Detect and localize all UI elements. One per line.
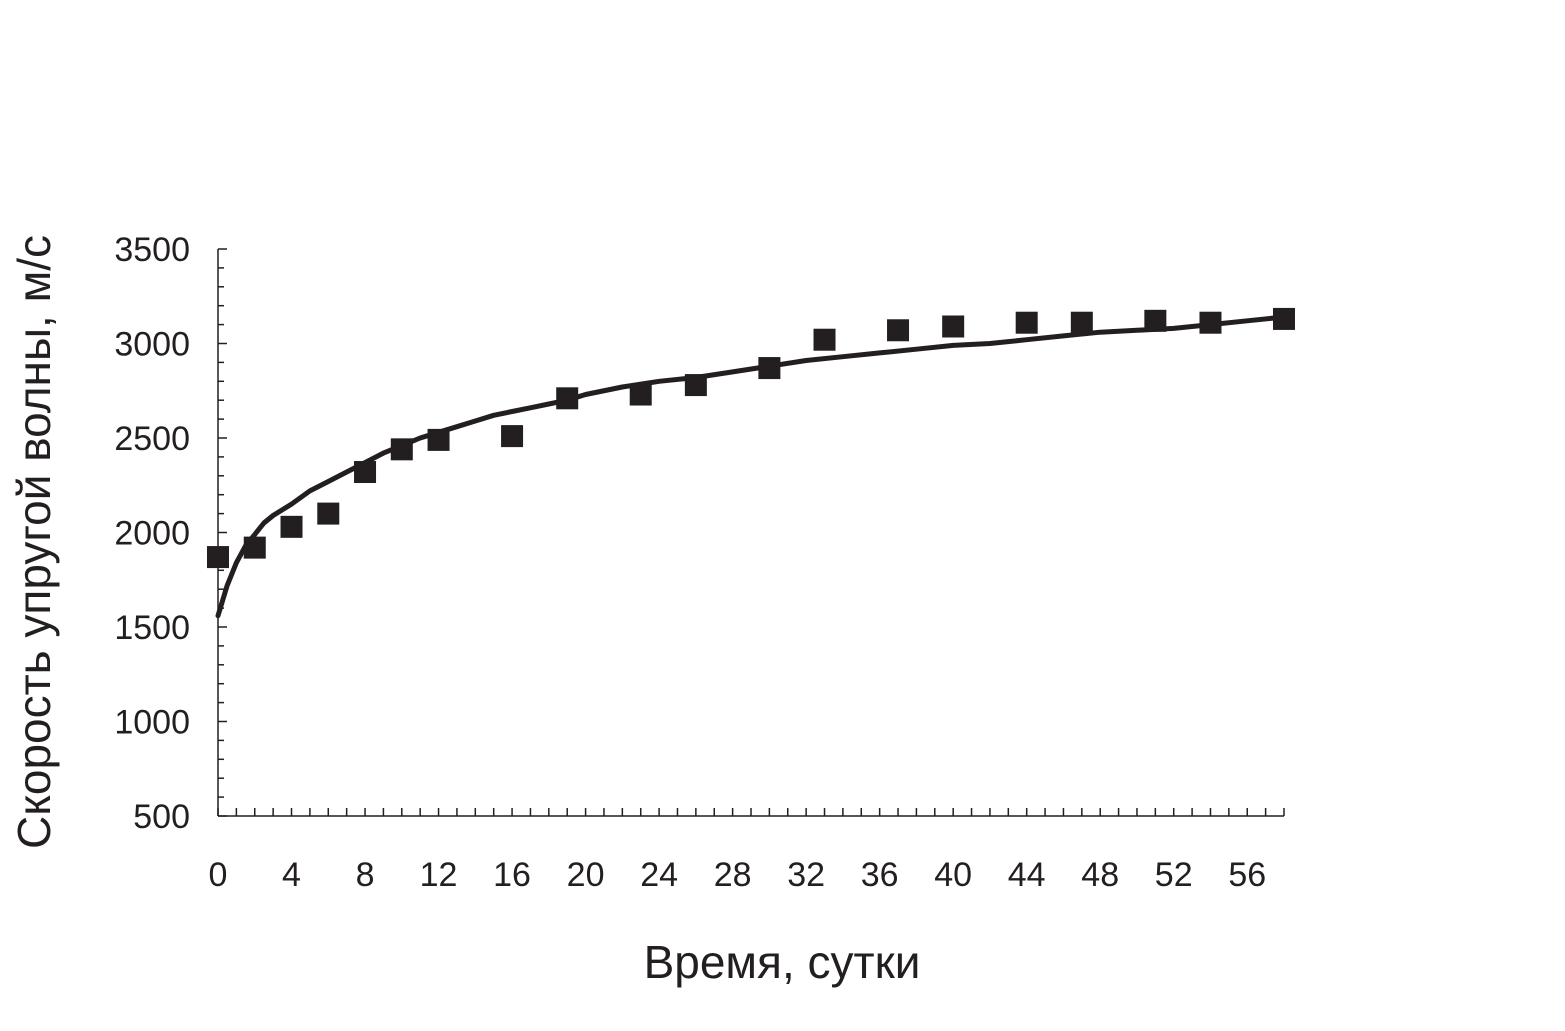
x-tick-label: 48 <box>1081 856 1119 894</box>
x-tick-label: 4 <box>282 856 301 894</box>
y-tick-label: 2500 <box>114 420 190 458</box>
data-point <box>207 546 229 569</box>
x-tick-label: 0 <box>209 856 228 894</box>
x-tick-label: 36 <box>861 856 899 894</box>
data-point <box>280 515 303 538</box>
fit-curve-series <box>215 314 1287 619</box>
data-point <box>556 387 579 410</box>
y-tick-label: 500 <box>133 798 190 836</box>
data-point <box>813 328 836 351</box>
x-tick-label: 40 <box>934 856 972 894</box>
x-tick-label: 16 <box>493 856 531 894</box>
x-tick-label: 28 <box>714 856 752 894</box>
x-tick-label: 20 <box>567 856 605 894</box>
data-point <box>1199 311 1222 334</box>
data-point <box>942 315 965 338</box>
x-tick-label: 52 <box>1155 856 1193 894</box>
x-tick-label: 44 <box>1008 856 1046 894</box>
x-tick-label: 24 <box>640 856 678 894</box>
x-tick-label: 56 <box>1228 856 1266 894</box>
data-point <box>1070 311 1093 334</box>
y-axis-title: Скорость упругой волны, м/с <box>8 235 60 849</box>
y-tick-label: 3000 <box>114 326 190 364</box>
y-tick-label: 1500 <box>114 609 190 647</box>
data-point <box>758 357 781 380</box>
data-point <box>243 536 266 559</box>
fit-curve-line <box>215 314 1287 619</box>
data-point <box>629 383 652 406</box>
data-point <box>354 461 377 484</box>
data-point <box>501 425 524 448</box>
data-point <box>1273 307 1295 330</box>
y-tick-label: 3500 <box>114 231 190 269</box>
data-point <box>317 502 340 525</box>
x-axis-title: Время, сутки <box>644 936 921 988</box>
measurement-points-series <box>207 307 1295 569</box>
x-tick-label: 12 <box>420 856 458 894</box>
data-point <box>390 438 413 461</box>
data-point <box>684 374 707 397</box>
x-tick-label: 32 <box>787 856 825 894</box>
data-point <box>887 319 910 342</box>
data-point <box>1144 309 1167 332</box>
y-tick-label: 1000 <box>114 704 190 742</box>
x-tick-label: 8 <box>356 856 375 894</box>
data-point <box>427 428 450 451</box>
data-point <box>1015 311 1038 334</box>
y-tick-label: 2000 <box>114 515 190 553</box>
